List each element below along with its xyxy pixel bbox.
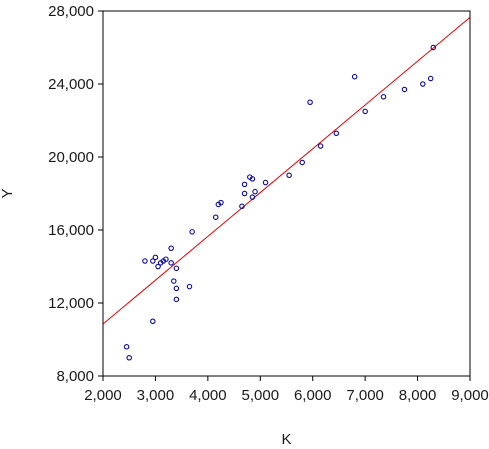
data-point	[186, 283, 193, 290]
plot-area	[102, 17, 471, 361]
data-point	[362, 108, 368, 115]
data-point	[123, 344, 130, 350]
data-point	[171, 278, 177, 284]
data-point	[173, 285, 180, 292]
data-point	[307, 99, 313, 106]
plot-frame	[102, 10, 471, 377]
data-point	[155, 263, 161, 270]
data-point	[189, 229, 195, 235]
data-point	[249, 194, 256, 200]
x-tick-label: 9,000	[451, 387, 489, 404]
x-tick-labels: 2,000 3,000 4,000 5,000 6,000 7,000 8,000 9,000	[84, 387, 489, 404]
data-point	[420, 81, 426, 87]
data-point	[163, 256, 169, 262]
y-axis-title: Y	[0, 188, 16, 198]
data-point	[286, 172, 292, 179]
data-point	[430, 44, 437, 51]
x-axis-title: K	[281, 431, 291, 448]
y-tick-label: 16,000	[48, 222, 94, 239]
data-point	[241, 181, 248, 188]
y-tick-label: 28,000	[48, 3, 94, 20]
y-tick-label: 20,000	[48, 149, 94, 166]
data-point	[152, 254, 159, 261]
data-points	[123, 44, 437, 361]
x-tick-label: 5,000	[242, 387, 280, 404]
data-point	[168, 260, 174, 266]
data-point	[241, 190, 248, 197]
x-tick-label: 3,000	[137, 387, 175, 404]
data-point	[218, 199, 224, 206]
data-point	[351, 73, 358, 80]
data-point	[380, 94, 387, 100]
y-tick-labels: 8,000 12,000 16,000 20,000 24,000 28,000	[48, 3, 94, 385]
x-tick-label: 8,000	[399, 387, 437, 404]
data-point	[401, 86, 408, 93]
data-point	[427, 75, 434, 82]
data-point	[150, 258, 156, 264]
y-tick-label: 8,000	[56, 368, 94, 385]
data-point	[168, 245, 174, 252]
data-point	[262, 179, 269, 186]
data-point	[173, 265, 180, 272]
data-point	[333, 130, 340, 137]
data-point	[126, 354, 132, 361]
data-point	[317, 143, 324, 149]
data-point	[252, 188, 258, 195]
data-point	[299, 159, 305, 166]
x-tick-label: 6,000	[294, 387, 332, 404]
x-tick-label: 7,000	[346, 387, 384, 404]
y-tick-label: 12,000	[48, 295, 94, 312]
data-point	[173, 296, 180, 303]
y-tick-label: 24,000	[48, 76, 94, 93]
axis-ticks	[98, 10, 471, 381]
data-point	[142, 258, 148, 264]
x-tick-label: 2,000	[84, 387, 122, 404]
data-point	[239, 203, 245, 210]
data-point	[150, 318, 156, 324]
regression-line	[102, 17, 471, 325]
data-point	[212, 214, 219, 220]
x-tick-label: 4,000	[189, 387, 227, 404]
data-point	[249, 176, 256, 182]
fit-line-layer	[102, 17, 471, 325]
